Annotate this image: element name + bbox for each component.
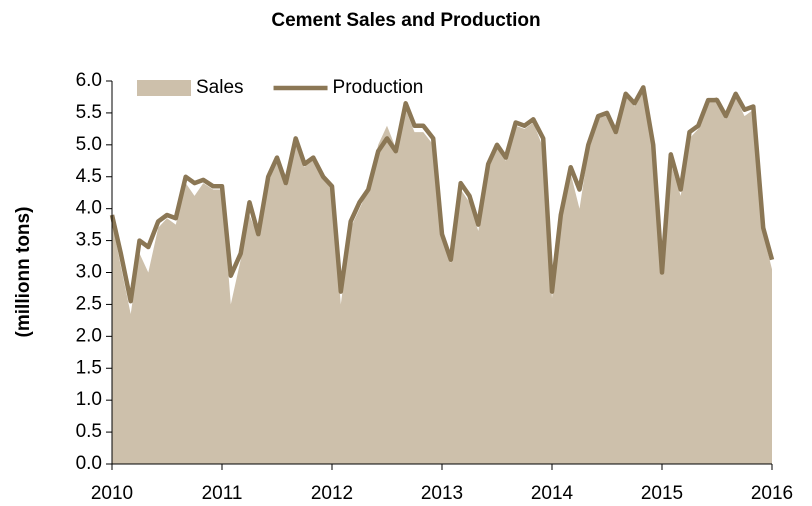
x-tick-label: 2010 bbox=[91, 483, 133, 504]
y-tick-label: 3.0 bbox=[76, 262, 102, 283]
y-tick-label: 5.0 bbox=[76, 134, 102, 155]
x-tick-label: 2016 bbox=[751, 483, 793, 504]
y-tick-label: 1.0 bbox=[76, 389, 102, 410]
legend-label: Sales bbox=[196, 77, 244, 98]
x-tick-label: 2013 bbox=[421, 483, 463, 504]
production-line bbox=[109, 85, 775, 304]
x-tick-label: 2012 bbox=[311, 483, 353, 504]
legend-label: Production bbox=[333, 77, 424, 98]
y-tick-label: 3.5 bbox=[76, 230, 102, 251]
y-tick-label: 2.5 bbox=[76, 293, 102, 314]
y-tick-label: 0.5 bbox=[76, 421, 102, 442]
y-tick-label: 0.0 bbox=[76, 453, 102, 474]
y-tick-label: 4.0 bbox=[76, 198, 102, 219]
sales-area bbox=[112, 90, 772, 464]
chart-title: Cement Sales and Production bbox=[271, 10, 540, 31]
y-tick-label: 2.0 bbox=[76, 325, 102, 346]
y-tick-label: 5.5 bbox=[76, 102, 102, 123]
legend-swatch bbox=[137, 80, 191, 96]
y-axis-label: (millionn tons) bbox=[13, 207, 34, 338]
x-tick-label: 2014 bbox=[531, 483, 574, 504]
y-tick-label: 1.5 bbox=[76, 357, 102, 378]
x-tick-label: 2011 bbox=[202, 483, 243, 504]
y-tick-label: 6.0 bbox=[76, 70, 102, 91]
y-tick-label: 4.5 bbox=[76, 166, 102, 187]
x-tick-label: 2015 bbox=[641, 483, 683, 504]
